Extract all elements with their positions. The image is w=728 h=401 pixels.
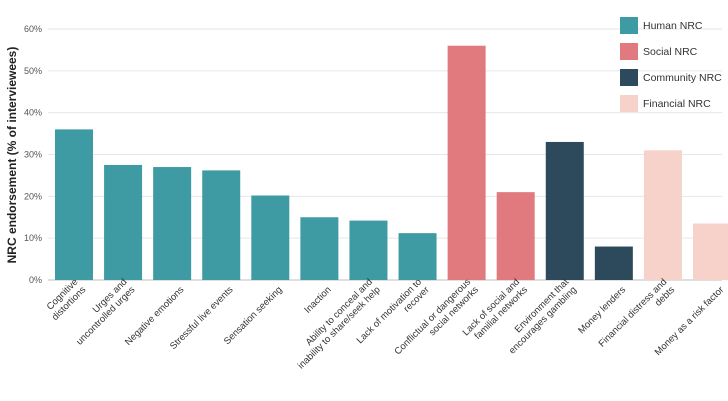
y-axis-ticks: 0% 10% 20% 30% 40% 50% 60% bbox=[24, 24, 42, 285]
y-tick-label: 50% bbox=[24, 66, 42, 76]
legend: Human NRC Social NRC Community NRC Financia… bbox=[620, 17, 722, 112]
bar bbox=[104, 164, 143, 280]
y-tick-label: 0% bbox=[29, 275, 42, 285]
bar bbox=[545, 141, 584, 280]
legend-label: Financial NRC bbox=[643, 98, 711, 110]
bar bbox=[202, 170, 241, 280]
bar bbox=[300, 217, 339, 280]
y-axis-title: NRC endorsement (% of interviewees) bbox=[5, 47, 19, 264]
bar bbox=[693, 223, 728, 280]
legend-swatch bbox=[620, 69, 638, 86]
legend-swatch bbox=[620, 43, 638, 60]
legend-swatch bbox=[620, 17, 638, 34]
y-tick-label: 40% bbox=[24, 108, 42, 118]
bar bbox=[153, 167, 192, 280]
bar bbox=[447, 45, 486, 280]
x-tick-label: Cognitivedistortions bbox=[42, 277, 88, 323]
bar bbox=[594, 246, 633, 280]
x-axis-labels: Cognitivedistortions Urges anduncontrolle… bbox=[42, 276, 727, 371]
bar bbox=[496, 192, 535, 280]
legend-label: Community NRC bbox=[643, 72, 722, 84]
legend-label: Human NRC bbox=[643, 20, 703, 32]
y-tick-label: 20% bbox=[24, 191, 42, 201]
legend-swatch bbox=[620, 95, 638, 112]
bar bbox=[349, 220, 388, 280]
bar bbox=[643, 150, 682, 280]
y-tick-label: 30% bbox=[24, 150, 42, 160]
bars bbox=[55, 45, 728, 280]
legend-label: Social NRC bbox=[643, 46, 698, 58]
y-tick-label: 60% bbox=[24, 24, 42, 34]
bar bbox=[398, 233, 437, 280]
y-tick-label: 10% bbox=[24, 233, 42, 243]
x-tick-label: Inaction bbox=[302, 284, 333, 315]
bar bbox=[55, 129, 93, 280]
bar bbox=[251, 195, 290, 280]
